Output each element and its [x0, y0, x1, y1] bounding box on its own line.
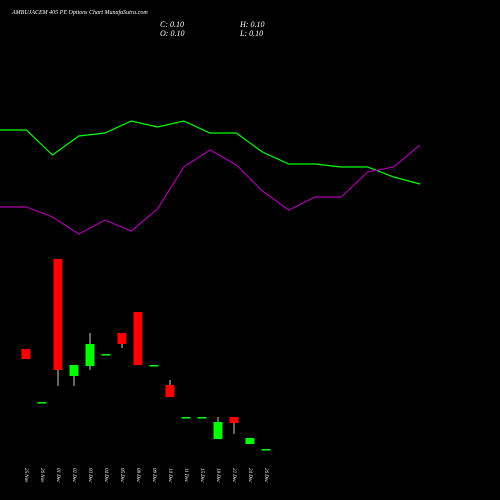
x-tick-label: 25 Nov	[23, 468, 28, 483]
candle-body	[101, 354, 111, 356]
high-label: H: 0.10	[239, 20, 264, 29]
x-tick-label: 26 Dec	[263, 468, 268, 483]
candle-body	[37, 402, 47, 404]
candle-body	[261, 449, 271, 451]
x-tick-label: 24 Dec	[247, 468, 252, 483]
x-tick-label: 04 Dec	[103, 468, 108, 483]
candle-body	[21, 349, 31, 359]
x-tick-label: 03 Dec	[87, 468, 92, 483]
x-tick-label: 05 Dec	[119, 468, 124, 483]
open-label: O: 0.10	[160, 29, 184, 38]
candle-body	[117, 333, 127, 344]
x-tick-label: 09 Dec	[151, 468, 156, 483]
candle-body	[85, 344, 95, 366]
candle-body	[229, 417, 239, 423]
indicator-line	[0, 144, 421, 235]
candle-body	[213, 422, 223, 439]
low-label: L: 0.10	[239, 29, 263, 38]
x-tick-label: 15 Dec	[199, 468, 204, 483]
x-tick-label: 08 Dec	[135, 468, 140, 483]
x-tick-label: 01 Dec	[55, 468, 60, 483]
candle-body	[69, 365, 79, 376]
candle-body	[197, 417, 207, 419]
x-tick-label: 02 Dec	[71, 468, 76, 483]
candle-body	[165, 385, 175, 397]
chart-title: AMBUJACEM 405 PE Options Chart MunafaSut…	[11, 9, 148, 16]
x-tick-label: 10 Dec	[167, 468, 172, 483]
x-tick-label: 22 Dec	[231, 468, 236, 483]
candle-body	[181, 417, 191, 419]
candle-body	[245, 438, 255, 444]
candle-body	[149, 365, 159, 367]
x-tick-label: 18 Dec	[215, 468, 220, 483]
x-tick-label: 11 Dec	[183, 468, 188, 483]
candle-body	[53, 259, 63, 370]
indicator-line	[0, 120, 421, 185]
close-label: C: 0.10	[160, 20, 184, 29]
x-tick-label: 26 Nov	[39, 468, 44, 483]
candle-body	[133, 312, 143, 365]
